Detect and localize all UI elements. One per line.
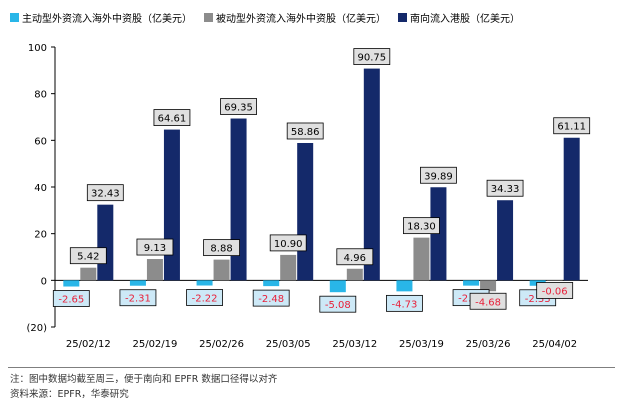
data-label-box-active	[386, 294, 423, 312]
x-tick-label: 25/03/19	[399, 339, 444, 350]
data-label-active: -5.08	[325, 300, 351, 311]
data-label-box-passive	[403, 217, 440, 235]
x-tick-label: 25/02/12	[66, 339, 111, 350]
bar-southbound	[497, 200, 514, 281]
bar-southbound	[563, 137, 580, 281]
data-label-box-southbound	[486, 179, 524, 197]
x-tick-label: 25/02/26	[199, 339, 244, 350]
data-label-passive: -4.68	[475, 297, 501, 308]
source-note: 资料来源：EPFR，华泰研究	[10, 389, 129, 400]
legend-swatch-passive	[204, 12, 213, 22]
y-tick-label: 80	[34, 90, 47, 101]
data-label-active: -2.31	[125, 294, 151, 305]
y-tick-label: 20	[34, 230, 47, 241]
data-label-southbound: 39.89	[424, 171, 453, 182]
data-label-box-southbound	[286, 122, 324, 140]
bar-passive	[480, 280, 497, 292]
data-label-box-passive	[269, 234, 307, 252]
data-label-box-passive	[536, 282, 574, 299]
bar-southbound	[363, 68, 380, 281]
legend-label-southbound: 南向流入港股（亿美元）	[410, 13, 520, 25]
bar-active	[329, 280, 346, 293]
data-label-box-southbound	[220, 98, 257, 115]
legend-item-passive: 被动型外资流入海外中资股（亿美元）	[204, 10, 386, 25]
data-label-box-southbound	[420, 166, 457, 184]
data-label-active: -4.73	[392, 299, 418, 310]
data-label-southbound: 34.33	[491, 184, 520, 195]
data-label-passive: 5.42	[77, 252, 99, 263]
bar-active	[63, 280, 80, 287]
data-label-box-southbound	[153, 109, 191, 126]
data-label-box-passive	[203, 239, 240, 257]
legend-swatch-active	[10, 12, 19, 22]
data-label-southbound: 64.61	[158, 114, 187, 125]
bar-passive	[146, 259, 163, 281]
x-tick-label: 25/04/02	[532, 339, 577, 350]
bar-active	[196, 280, 213, 286]
y-tick-label: (20)	[26, 323, 47, 334]
data-label-box-active	[186, 289, 223, 306]
bar-active	[463, 280, 480, 286]
data-label-box-southbound	[353, 48, 391, 65]
bar-active	[263, 280, 280, 287]
data-label-passive: 10.90	[274, 239, 303, 250]
data-label-southbound: 32.43	[91, 189, 120, 200]
data-label-box-passive	[69, 247, 107, 265]
data-label-box-passive	[469, 292, 507, 310]
data-label-southbound: 58.86	[291, 127, 320, 138]
bar-passive	[280, 254, 297, 281]
bar-southbound	[230, 118, 247, 281]
data-label-box-active	[319, 295, 357, 313]
data-label-box-passive	[136, 238, 174, 256]
x-tick-label: 25/02/19	[132, 339, 177, 350]
bar-passive	[413, 237, 430, 281]
x-axis-labels: 25/02/12 25/02/19 25/02/26 25/03/05 25/03/12…	[66, 339, 577, 350]
legend-swatch-southbound	[398, 12, 407, 22]
data-label-southbound: 90.75	[357, 53, 386, 64]
data-label-southbound: 69.35	[224, 103, 253, 114]
data-label-active: -2.33	[525, 294, 551, 305]
data-label-box-active	[52, 290, 90, 307]
legend-item-southbound: 南向流入港股（亿美元）	[398, 10, 520, 25]
bar-passive	[346, 268, 363, 281]
bar-active	[129, 280, 146, 286]
bar-passive	[546, 280, 563, 281]
footnote: 注：图中数据均截至周三，便于南向和 EPFR 数据口径得以对齐	[10, 374, 278, 385]
x-tick-label: 25/03/12	[332, 339, 377, 350]
data-label-box-passive	[336, 248, 374, 266]
bar-active	[396, 280, 413, 292]
bar-passive	[213, 259, 230, 281]
data-label-southbound: 61.11	[557, 122, 586, 133]
data-label-box-southbound	[86, 184, 124, 202]
data-label-active: -2.22	[192, 294, 218, 305]
data-labels: -2.65-2.31-2.22-2.48-5.08-4.73-2.27-2.33…	[52, 48, 591, 313]
data-label-box-active	[252, 289, 290, 307]
bar-southbound	[97, 204, 114, 281]
data-label-passive: 9.13	[144, 243, 166, 254]
y-tick-label: 60	[34, 136, 47, 147]
bar-southbound	[163, 129, 180, 281]
bars	[63, 68, 580, 293]
data-label-passive: -0.06	[542, 286, 568, 297]
y-tick-label: 0	[41, 276, 47, 287]
legend-label-active: 主动型外资流入海外中资股（亿美元）	[22, 13, 192, 25]
data-label-passive: 8.88	[210, 244, 232, 255]
y-tick-label: 100	[28, 43, 47, 54]
y-tick-label: 40	[34, 183, 47, 194]
chart-legend: 主动型外资流入海外中资股（亿美元） 被动型外资流入海外中资股（亿美元） 南向流入…	[10, 9, 532, 25]
legend-label-passive: 被动型外资流入海外中资股（亿美元）	[216, 13, 386, 25]
bar-passive	[80, 267, 97, 281]
footer-divider	[8, 367, 615, 368]
x-tick-label: 25/03/05	[266, 339, 311, 350]
data-label-active: -2.48	[258, 294, 284, 305]
data-label-box-active	[119, 289, 157, 307]
data-label-passive: 18.30	[407, 222, 436, 233]
x-tick-label: 25/03/26	[466, 339, 511, 350]
data-label-active: -2.65	[58, 295, 84, 306]
bar-southbound	[297, 142, 314, 281]
data-label-passive: 4.96	[344, 253, 366, 264]
legend-item-active: 主动型外资流入海外中资股（亿美元）	[10, 10, 192, 25]
data-label-box-southbound	[553, 117, 591, 135]
